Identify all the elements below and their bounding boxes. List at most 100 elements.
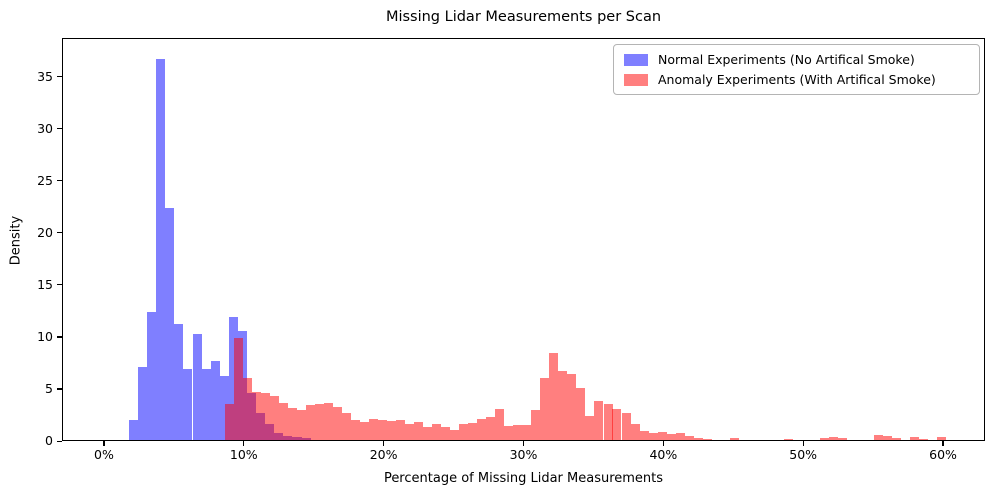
- legend-swatch-anomaly: [624, 73, 648, 86]
- histogram-bar: [233, 337, 243, 440]
- histogram-bar: [820, 438, 830, 440]
- histogram-bar: [684, 436, 694, 440]
- y-tick-mark: [57, 284, 62, 286]
- y-tick-label: 20: [37, 224, 53, 240]
- histogram-bar: [269, 396, 279, 440]
- histogram-series-anomaly: [63, 39, 984, 440]
- histogram-bar: [395, 419, 405, 440]
- histogram-bar: [305, 404, 315, 440]
- histogram-bar: [549, 352, 559, 440]
- histogram-bar: [387, 421, 397, 440]
- histogram-bar: [350, 420, 360, 440]
- histogram-bar: [513, 425, 523, 440]
- histogram-bar: [192, 333, 202, 440]
- histogram-bar: [147, 311, 157, 440]
- histogram-bar: [874, 434, 884, 440]
- histogram-bar: [675, 432, 685, 440]
- histogram-bar: [210, 360, 220, 440]
- histogram-bar: [314, 403, 324, 440]
- plot-area: Normal Experiments (No Artifical Smoke) …: [62, 38, 985, 441]
- y-tick-label: 10: [37, 328, 53, 344]
- histogram-bar: [228, 317, 238, 440]
- histogram-bar: [165, 207, 175, 440]
- histogram-bar: [630, 424, 640, 440]
- histogram-bar: [278, 402, 288, 440]
- y-tick-mark: [57, 232, 62, 234]
- y-tick-mark: [57, 128, 62, 130]
- legend-label-anomaly: Anomaly Experiments (With Artifical Smok…: [658, 72, 936, 87]
- legend-entry-normal: Normal Experiments (No Artifical Smoke): [624, 52, 969, 67]
- x-tick-mark: [942, 441, 944, 446]
- x-tick-label: 0%: [94, 447, 114, 462]
- histogram-bar: [450, 429, 460, 440]
- y-axis-label: Density: [8, 215, 24, 266]
- histogram-bar: [567, 374, 577, 440]
- histogram-bar: [183, 369, 193, 440]
- x-tick-mark: [103, 441, 105, 446]
- histogram-bar: [594, 401, 604, 440]
- histogram-bar: [323, 402, 333, 440]
- histogram-bar: [666, 434, 676, 440]
- histogram-bar: [612, 409, 622, 440]
- histogram-bar: [486, 417, 496, 440]
- x-tick-mark: [383, 441, 385, 446]
- y-tick-mark: [57, 388, 62, 390]
- histogram-bar: [174, 324, 184, 440]
- histogram-bar: [910, 437, 920, 440]
- y-tick-label: 15: [37, 276, 53, 292]
- y-tick-label: 35: [37, 68, 53, 84]
- histogram-bar: [332, 406, 342, 440]
- histogram-bar: [729, 438, 739, 440]
- histogram-bar: [137, 367, 148, 440]
- histogram-bar: [242, 377, 252, 440]
- x-tick-mark: [522, 441, 525, 446]
- histogram-bar: [495, 408, 505, 440]
- histogram-bar: [648, 433, 658, 440]
- histogram-bar: [693, 437, 703, 440]
- x-tick-label: 10%: [229, 447, 258, 462]
- histogram-bar: [558, 371, 568, 440]
- histogram-bar: [531, 409, 541, 440]
- histogram-bar: [468, 422, 478, 440]
- legend: Normal Experiments (No Artifical Smoke) …: [613, 44, 980, 95]
- histogram-bar: [522, 425, 532, 440]
- x-tick-mark: [662, 441, 664, 446]
- histogram-bar: [405, 424, 415, 440]
- x-axis-label: Percentage of Missing Lidar Measurements: [383, 471, 664, 486]
- x-tick-label: 40%: [649, 447, 678, 462]
- histogram-bar: [937, 436, 947, 440]
- histogram-bar: [783, 438, 793, 440]
- legend-swatch-normal: [624, 53, 648, 66]
- histogram-bar: [477, 418, 487, 440]
- chart-title: Missing Lidar Measurements per Scan: [385, 9, 662, 25]
- legend-label-normal: Normal Experiments (No Artifical Smoke): [658, 52, 915, 67]
- y-tick-label: 30: [37, 120, 53, 136]
- histogram-bar: [423, 426, 433, 440]
- histogram-bar: [156, 58, 166, 440]
- x-tick-mark: [802, 441, 804, 446]
- histogram-bar: [540, 377, 550, 440]
- histogram-bar: [219, 376, 229, 440]
- histogram-bar: [702, 438, 712, 440]
- x-tick-label: 20%: [369, 447, 398, 462]
- histogram-bar: [838, 438, 848, 440]
- histogram-bar: [828, 436, 838, 440]
- histogram-bar: [639, 430, 649, 440]
- histogram-bar: [341, 412, 351, 440]
- histogram-bar: [441, 426, 451, 440]
- histogram-bar: [224, 403, 234, 440]
- y-tick-mark: [57, 180, 62, 182]
- y-tick-mark: [57, 336, 62, 338]
- histogram-bar: [621, 412, 631, 440]
- x-tick-label: 60%: [929, 447, 957, 462]
- y-tick-mark: [57, 440, 62, 442]
- y-tick-mark: [57, 76, 62, 78]
- histogram-bar: [359, 422, 369, 440]
- histogram-bar: [892, 437, 902, 440]
- y-tick-label: 0: [45, 433, 53, 448]
- y-tick-label: 25: [37, 172, 53, 188]
- histogram-bar: [585, 416, 595, 440]
- x-tick-label: 30%: [509, 447, 538, 462]
- histogram-bar: [128, 420, 138, 440]
- histogram-bar: [201, 369, 211, 440]
